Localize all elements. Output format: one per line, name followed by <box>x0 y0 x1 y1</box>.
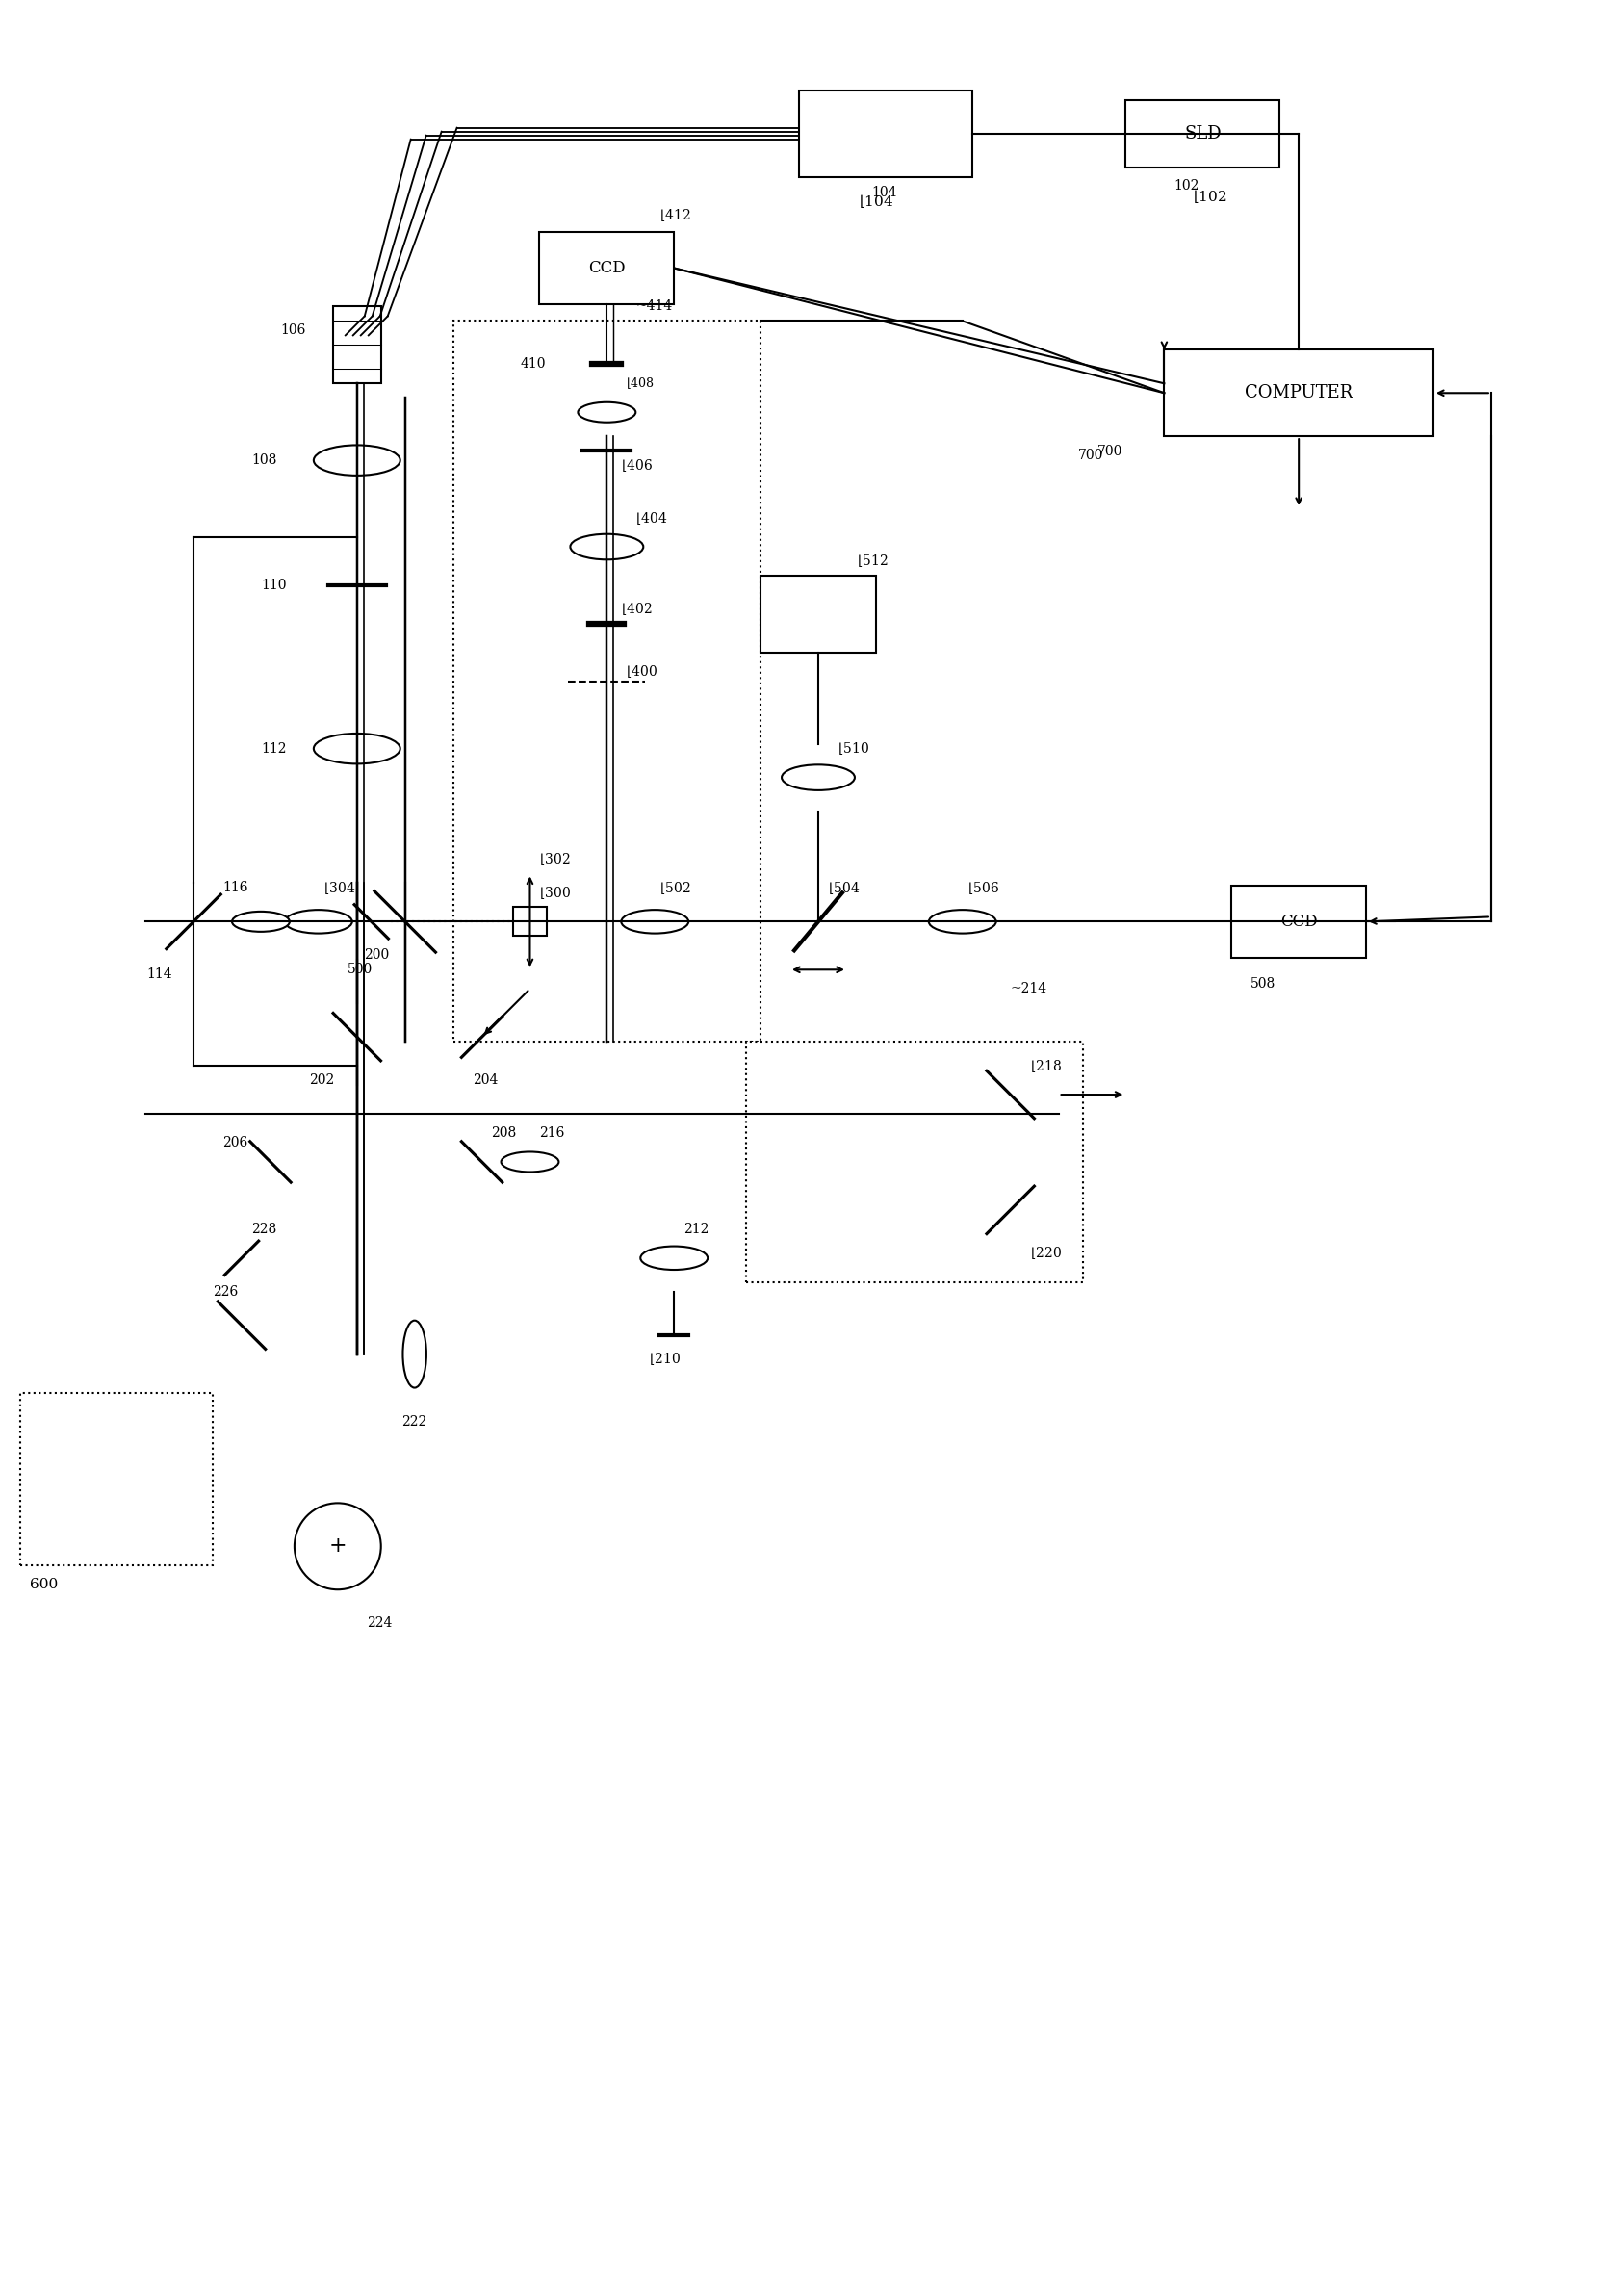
Text: 700: 700 <box>1096 445 1122 458</box>
Ellipse shape <box>929 910 996 933</box>
Text: $\lfloor$404: $\lfloor$404 <box>635 511 667 526</box>
Text: $\lfloor$210: $\lfloor$210 <box>648 1350 680 1366</box>
Text: 208: 208 <box>492 1125 516 1139</box>
Text: 226: 226 <box>213 1284 239 1298</box>
Text: $\lfloor$412: $\lfloor$412 <box>659 206 690 222</box>
Text: 116: 116 <box>222 880 248 894</box>
Text: $\lfloor$512: $\lfloor$512 <box>857 554 888 570</box>
Ellipse shape <box>232 912 289 933</box>
Text: 110: 110 <box>261 579 286 592</box>
FancyBboxPatch shape <box>745 1041 1083 1282</box>
FancyBboxPatch shape <box>453 320 760 1041</box>
Text: $\lfloor$504: $\lfloor$504 <box>828 880 859 896</box>
Text: 206: 206 <box>222 1137 247 1150</box>
Ellipse shape <box>403 1321 427 1389</box>
Text: 508: 508 <box>1250 978 1276 992</box>
Ellipse shape <box>622 910 689 933</box>
Text: $\lfloor$510: $\lfloor$510 <box>838 740 869 758</box>
Ellipse shape <box>313 445 400 476</box>
Text: $\lfloor$302: $\lfloor$302 <box>539 851 570 867</box>
Text: $\lfloor$304: $\lfloor$304 <box>323 880 356 896</box>
Ellipse shape <box>578 402 635 422</box>
Text: 500: 500 <box>348 962 372 976</box>
Ellipse shape <box>640 1246 708 1271</box>
Text: $\lfloor$502: $\lfloor$502 <box>659 880 690 896</box>
FancyBboxPatch shape <box>1231 885 1366 958</box>
Text: $\lfloor$218: $\lfloor$218 <box>1030 1057 1062 1073</box>
Text: 224: 224 <box>367 1616 391 1629</box>
Ellipse shape <box>284 910 352 933</box>
Text: $\lfloor$406: $\lfloor$406 <box>622 456 653 474</box>
Text: SLD: SLD <box>1184 125 1221 143</box>
Text: +: + <box>328 1536 346 1557</box>
Ellipse shape <box>313 733 400 765</box>
Text: ~214: ~214 <box>1010 982 1047 996</box>
Text: 112: 112 <box>261 742 286 756</box>
Text: 212: 212 <box>684 1223 710 1237</box>
Text: 202: 202 <box>309 1073 335 1087</box>
FancyBboxPatch shape <box>513 908 547 937</box>
Text: COMPUTER: COMPUTER <box>1244 383 1353 402</box>
Text: 104: 104 <box>870 186 896 200</box>
Text: $\lfloor$300: $\lfloor$300 <box>539 885 572 901</box>
Text: 108: 108 <box>252 454 276 467</box>
Text: CCD: CCD <box>1280 914 1317 930</box>
Text: $\lfloor$408: $\lfloor$408 <box>625 377 654 390</box>
FancyBboxPatch shape <box>21 1393 213 1566</box>
Text: 204: 204 <box>473 1073 497 1087</box>
Text: 700: 700 <box>1078 449 1103 463</box>
FancyBboxPatch shape <box>1164 349 1434 436</box>
FancyBboxPatch shape <box>1125 100 1280 168</box>
Ellipse shape <box>570 533 643 560</box>
Text: 200: 200 <box>364 948 388 962</box>
FancyBboxPatch shape <box>539 231 674 304</box>
Text: $\lfloor$400: $\lfloor$400 <box>625 663 658 681</box>
Text: 114: 114 <box>148 969 172 980</box>
Text: 600: 600 <box>31 1577 58 1591</box>
Text: $\lfloor$102: $\lfloor$102 <box>1194 188 1228 204</box>
Text: 228: 228 <box>252 1223 276 1237</box>
FancyBboxPatch shape <box>760 576 875 653</box>
Ellipse shape <box>502 1153 559 1173</box>
Ellipse shape <box>781 765 854 790</box>
Text: 410: 410 <box>520 359 546 370</box>
FancyBboxPatch shape <box>333 306 382 383</box>
Text: ~414: ~414 <box>635 300 672 313</box>
Text: 216: 216 <box>539 1125 565 1139</box>
Text: 106: 106 <box>279 324 305 338</box>
FancyBboxPatch shape <box>799 91 973 177</box>
Text: 222: 222 <box>403 1414 427 1427</box>
Text: $\lfloor$402: $\lfloor$402 <box>622 601 653 617</box>
Text: $\lfloor$220: $\lfloor$220 <box>1030 1246 1062 1262</box>
Text: CCD: CCD <box>588 261 625 277</box>
Text: 102: 102 <box>1174 179 1199 193</box>
Text: $\lfloor$506: $\lfloor$506 <box>968 880 999 896</box>
Text: $\lfloor$104: $\lfloor$104 <box>859 193 893 209</box>
